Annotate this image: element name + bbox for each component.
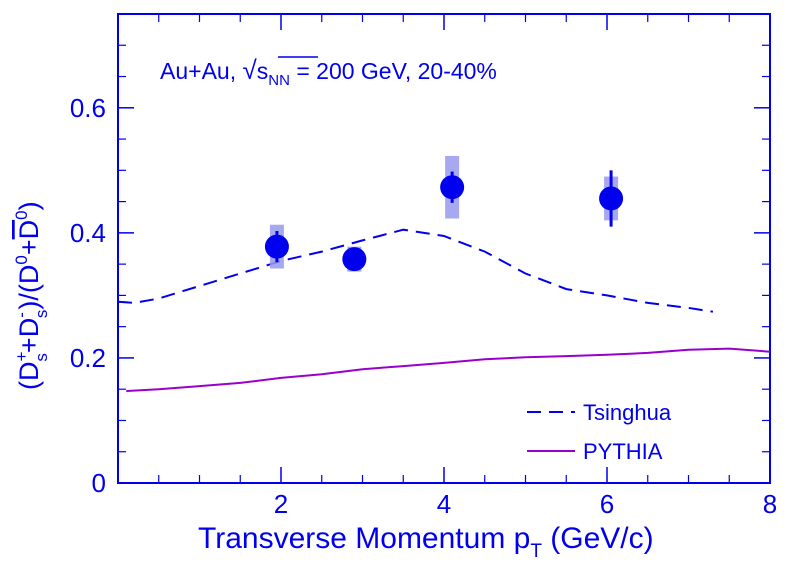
x-tick-label: 2 bbox=[274, 489, 288, 519]
legend: Tsinghua PYTHIA bbox=[527, 400, 672, 464]
annotation: Au+Au, √sNN = 200 GeV, 20-40% bbox=[160, 55, 497, 89]
x-tick-label: 8 bbox=[763, 489, 777, 519]
x-axis-label-sub: T bbox=[530, 541, 542, 562]
y-axis-label: (D+s+D-s)/(D0+D0) bbox=[12, 201, 51, 390]
x-axis-label-unit: (GeV/c) bbox=[542, 522, 654, 555]
y-tick-label: 0.6 bbox=[70, 93, 106, 123]
axis-ticks: 0.2 0.4 0.6 2 4 6 8 0 bbox=[70, 14, 777, 519]
data-point bbox=[599, 186, 624, 211]
series-layer bbox=[117, 155, 771, 393]
x-tick-label: 6 bbox=[600, 489, 614, 519]
x-tick-label: 4 bbox=[437, 489, 451, 519]
y-tick-label: 0.4 bbox=[70, 218, 106, 248]
annotation-nn: NN bbox=[268, 72, 290, 89]
x-axis-label-main: Transverse Momentum p bbox=[198, 522, 530, 555]
legend-pythia-label: PYTHIA bbox=[583, 439, 663, 464]
pythia-curve bbox=[126, 347, 771, 393]
annotation-sqrt: √ bbox=[242, 55, 257, 85]
plot-frame bbox=[117, 13, 771, 484]
x-axis-label: Transverse Momentum pT (GeV/c) bbox=[198, 522, 654, 562]
data-point bbox=[264, 234, 289, 259]
legend-tsinghua-label: Tsinghua bbox=[583, 400, 672, 425]
dbar-letter: D bbox=[14, 220, 44, 240]
data-point bbox=[440, 175, 465, 200]
annotation-s: s bbox=[257, 58, 269, 84]
y-tick-label: 0.2 bbox=[70, 343, 106, 373]
y-origin-label: 0 bbox=[92, 468, 106, 498]
annotation-suffix: = 200 GeV, 20-40% bbox=[290, 58, 497, 84]
annotation-prefix: Au+Au, bbox=[160, 58, 242, 84]
data-point bbox=[342, 247, 367, 272]
tsinghua-curve bbox=[117, 228, 714, 313]
